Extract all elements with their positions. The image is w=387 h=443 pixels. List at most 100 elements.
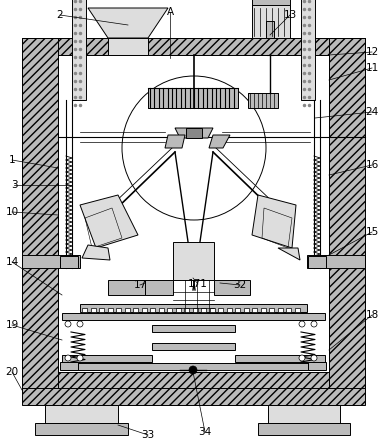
Bar — [152, 325, 235, 332]
Polygon shape — [165, 135, 185, 148]
Bar — [72, 0, 86, 100]
Bar — [186, 128, 202, 138]
Bar — [80, 304, 307, 312]
Bar — [192, 308, 197, 312]
Circle shape — [299, 321, 305, 327]
Polygon shape — [175, 128, 213, 138]
Bar — [248, 93, 278, 108]
Bar — [252, 5, 290, 38]
Circle shape — [311, 321, 317, 327]
Bar — [60, 256, 78, 268]
Circle shape — [311, 355, 317, 361]
Text: 12: 12 — [365, 47, 378, 57]
Polygon shape — [82, 245, 110, 260]
Bar — [62, 355, 152, 362]
Text: 34: 34 — [199, 427, 212, 437]
Polygon shape — [22, 38, 365, 55]
Bar — [269, 308, 274, 312]
Bar — [295, 308, 300, 312]
Bar — [125, 308, 130, 312]
Polygon shape — [22, 388, 365, 405]
Bar — [184, 308, 189, 312]
Text: 32: 32 — [233, 280, 247, 290]
Bar — [152, 343, 235, 350]
Bar — [159, 308, 163, 312]
Bar — [60, 362, 78, 370]
Bar — [62, 313, 325, 320]
Polygon shape — [22, 372, 365, 390]
Bar — [226, 308, 231, 312]
Bar — [252, 308, 257, 312]
Text: 1: 1 — [9, 155, 15, 165]
Bar — [308, 256, 326, 268]
Bar — [167, 308, 172, 312]
Text: 15: 15 — [365, 227, 378, 237]
Bar — [308, 362, 326, 370]
Text: 18: 18 — [365, 310, 378, 320]
Circle shape — [189, 366, 197, 374]
Circle shape — [77, 355, 83, 361]
Polygon shape — [214, 280, 250, 295]
Polygon shape — [88, 8, 168, 38]
Text: 33: 33 — [141, 430, 155, 440]
Text: 24: 24 — [365, 107, 378, 117]
Text: 13: 13 — [283, 10, 296, 20]
Bar — [286, 308, 291, 312]
Polygon shape — [209, 135, 230, 148]
Bar — [218, 308, 223, 312]
Bar — [91, 308, 96, 312]
Polygon shape — [35, 423, 128, 435]
Bar — [82, 308, 87, 312]
Bar — [108, 308, 113, 312]
Bar — [252, 0, 290, 8]
Bar — [235, 355, 325, 362]
Bar — [260, 308, 265, 312]
Bar — [201, 308, 206, 312]
Bar — [150, 308, 155, 312]
Text: 3: 3 — [11, 180, 17, 190]
Bar — [62, 363, 325, 370]
Polygon shape — [45, 405, 118, 423]
Bar — [235, 308, 240, 312]
Bar — [116, 308, 121, 312]
Bar — [99, 308, 104, 312]
Bar — [209, 308, 214, 312]
Text: 16: 16 — [365, 160, 378, 170]
Text: 19: 19 — [5, 320, 19, 330]
Polygon shape — [22, 38, 58, 390]
Text: 11: 11 — [365, 63, 378, 73]
Bar — [148, 88, 238, 108]
Polygon shape — [278, 248, 300, 260]
Bar — [266, 21, 274, 38]
Bar — [133, 308, 138, 312]
Polygon shape — [307, 255, 365, 268]
Text: 10: 10 — [5, 207, 19, 217]
Text: 14: 14 — [5, 257, 19, 267]
Polygon shape — [108, 280, 145, 295]
Circle shape — [65, 355, 71, 361]
Circle shape — [65, 321, 71, 327]
Bar — [58, 55, 329, 372]
Bar — [277, 308, 283, 312]
Polygon shape — [268, 405, 340, 423]
Circle shape — [299, 355, 305, 361]
Bar — [175, 308, 180, 312]
Bar — [243, 308, 248, 312]
Text: 2: 2 — [57, 10, 63, 20]
Polygon shape — [108, 38, 148, 55]
Bar — [142, 308, 147, 312]
Bar — [301, 0, 315, 100]
Text: A: A — [166, 7, 173, 17]
Circle shape — [77, 321, 83, 327]
Polygon shape — [252, 195, 296, 248]
Polygon shape — [80, 195, 138, 248]
Polygon shape — [258, 423, 350, 435]
Polygon shape — [145, 280, 173, 295]
Text: 171: 171 — [188, 279, 208, 289]
Polygon shape — [22, 255, 80, 268]
Circle shape — [122, 76, 266, 220]
Text: 20: 20 — [5, 367, 19, 377]
Polygon shape — [329, 38, 365, 390]
Bar — [173, 242, 214, 280]
Text: 17: 17 — [134, 280, 147, 290]
